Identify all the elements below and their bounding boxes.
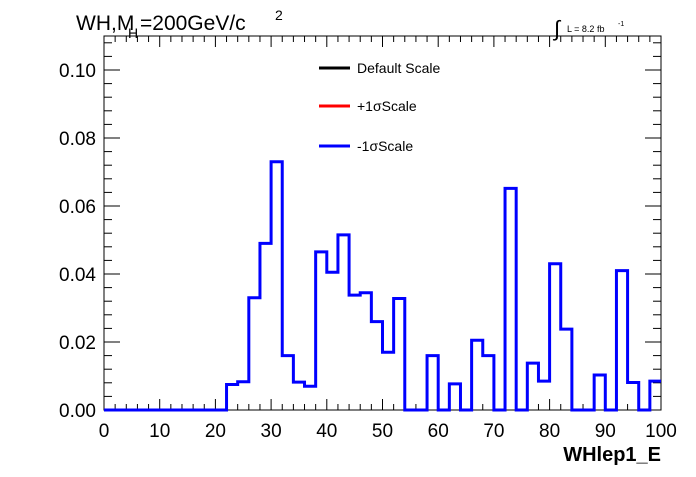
y-tick-label: 0.06 [59, 197, 96, 218]
legend-label: +1σScale [357, 98, 417, 114]
legend-entry: -1σScale [319, 138, 413, 154]
x-tick-label: 50 [372, 421, 393, 442]
plot-frame [103, 35, 662, 411]
x-tick-label: 40 [316, 421, 337, 442]
x-tick-label: 80 [539, 421, 560, 442]
title-superscript: 2 [275, 7, 283, 23]
title-main: WH,M [76, 12, 134, 35]
luminosity-label: ∫ L = 8.2 fb -1 [552, 16, 624, 41]
x-tick-label: 0 [99, 421, 110, 442]
series-layer [104, 160, 661, 412]
x-tick-label: 30 [261, 421, 282, 442]
y-tick-label: 0.02 [59, 333, 96, 354]
legend-label: -1σScale [357, 138, 413, 154]
y-tick-label: 0.04 [59, 265, 96, 286]
legend: Default Scale +1σScale -1σScale [319, 60, 440, 154]
x-axis-tick-labels: 0 10 20 30 40 50 60 70 80 90 100 [99, 421, 677, 442]
title-rest: =200GeV/c [140, 12, 246, 35]
y-tick-label: 0.00 [59, 401, 96, 422]
y-tick-label: 0.10 [59, 61, 96, 82]
legend-label: Default Scale [357, 60, 440, 76]
x-tick-label: 100 [645, 421, 677, 442]
legend-entry: Default Scale [319, 60, 440, 76]
axis-ticks [103, 36, 662, 411]
y-axis-tick-labels: 0.00 0.02 0.04 0.06 0.08 0.10 [59, 61, 96, 422]
x-axis-label: WHlep1_E [563, 444, 661, 466]
x-tick-label: 70 [483, 421, 504, 442]
luminosity-text: L = 8.2 fb [567, 24, 604, 34]
integral-icon: ∫ [552, 16, 562, 41]
legend-entry: +1σScale [319, 98, 417, 114]
luminosity-superscript: -1 [618, 21, 624, 28]
x-tick-label: 10 [149, 421, 170, 442]
x-tick-label: 60 [428, 421, 449, 442]
x-tick-label: 20 [205, 421, 226, 442]
title-subscript: H [128, 25, 138, 41]
x-tick-label: 90 [595, 421, 616, 442]
series-line [104, 160, 661, 412]
chart-title: WH,M H =200GeV/c 2 [76, 7, 283, 41]
y-tick-label: 0.08 [59, 129, 96, 150]
